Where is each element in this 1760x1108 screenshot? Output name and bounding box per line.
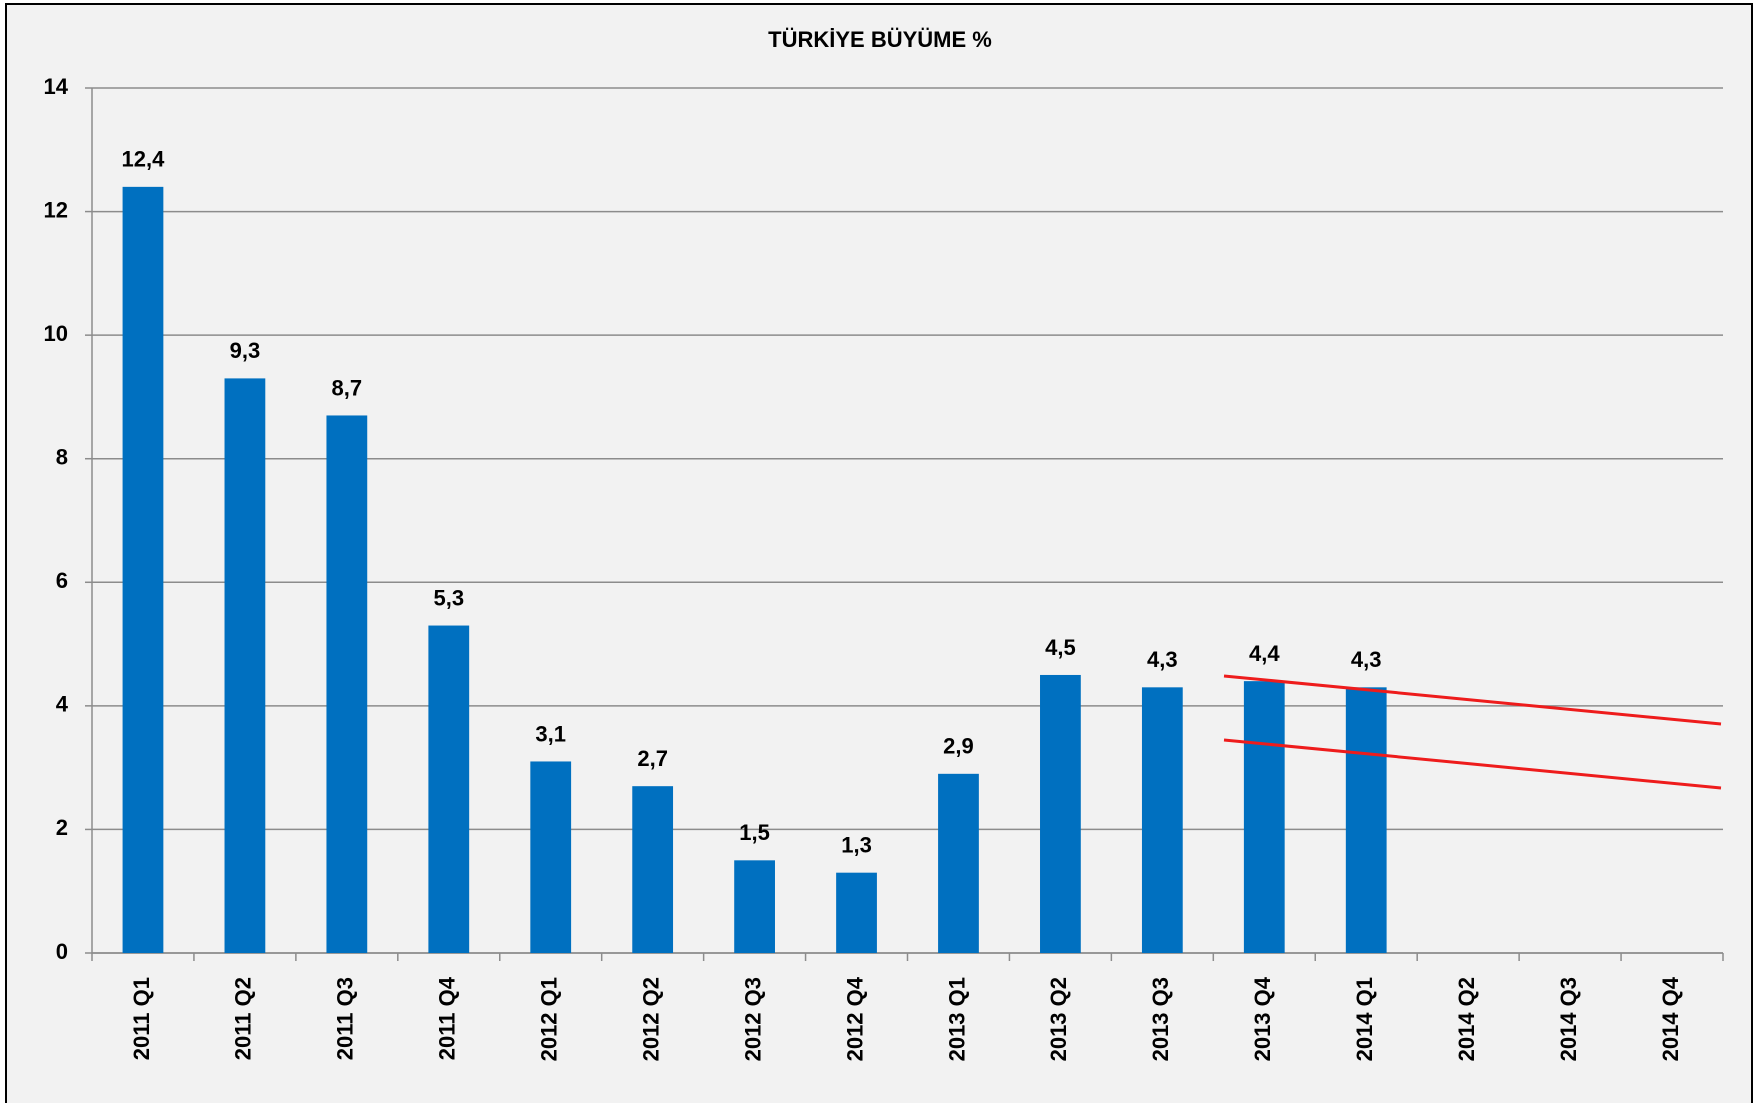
y-tick-label: 8 (56, 445, 68, 470)
trend-line-lower (1223, 738, 1722, 790)
x-tick-label: 2014 Q2 (1454, 977, 1479, 1061)
y-tick-label: 2 (56, 815, 68, 840)
data-label: 4,3 (1147, 647, 1178, 672)
data-label: 1,5 (739, 820, 770, 845)
data-label: 2,7 (637, 746, 668, 771)
bar (1141, 687, 1183, 953)
bar (1040, 674, 1081, 953)
y-tick-label: 14 (44, 74, 69, 99)
data-label: 9,3 (230, 338, 261, 363)
x-tick-label: 2013 Q4 (1250, 976, 1275, 1061)
bar (224, 378, 266, 954)
x-tick-label: 2013 Q3 (1148, 977, 1173, 1061)
bar (632, 786, 674, 953)
bar (836, 872, 877, 953)
bar (1345, 687, 1387, 953)
y-tick-label: 6 (56, 568, 68, 593)
x-tick-label: 2012 Q2 (638, 977, 663, 1061)
y-tick-label: 12 (44, 197, 68, 222)
data-label: 12,4 (122, 147, 166, 172)
x-tick-label: 2013 Q1 (944, 977, 969, 1061)
x-tick-label: 2011 Q3 (333, 977, 358, 1060)
x-tick-label: 2013 Q2 (1046, 977, 1071, 1061)
chart-title: TÜRKİYE BÜYÜME % (768, 27, 992, 52)
data-label: 4,4 (1249, 641, 1280, 666)
plot-area: 0 2 4 6 8 10 12 14 2011 Q1 12,4 2011 Q2 9,3 2011 Q3 8… (44, 74, 1724, 1061)
bar (530, 761, 572, 953)
bar (938, 773, 979, 953)
y-tick-label: 4 (56, 692, 69, 717)
x-tick-label: 2012 Q3 (740, 977, 765, 1061)
x-tick-label: 2012 Q1 (537, 977, 562, 1061)
bar (122, 186, 164, 953)
data-label: 2,9 (943, 734, 974, 759)
bar (326, 415, 368, 953)
y-tick-label: 10 (44, 321, 68, 346)
chart-frame (5, 3, 1753, 1108)
data-label: 3,1 (535, 721, 566, 746)
x-tick-label: 2011 Q2 (231, 977, 256, 1060)
bar (1243, 681, 1285, 953)
data-label: 4,3 (1351, 647, 1382, 672)
x-tick-label: 2011 Q1 (129, 977, 154, 1060)
x-tick-label: 2011 Q4 (435, 976, 460, 1060)
bar (428, 625, 470, 953)
data-label: 4,5 (1045, 635, 1076, 660)
x-tick-label: 2014 Q1 (1352, 977, 1377, 1061)
y-tick-label: 0 (56, 939, 68, 964)
x-tick-label: 2014 Q4 (1658, 976, 1683, 1061)
trend-line-upper (1223, 674, 1722, 726)
bar (734, 860, 775, 953)
x-tick-label: 2012 Q4 (842, 976, 867, 1061)
data-label: 1,3 (841, 832, 872, 857)
data-label: 5,3 (433, 585, 464, 610)
x-tick-label: 2014 Q3 (1556, 977, 1581, 1061)
data-label: 8,7 (332, 375, 363, 400)
